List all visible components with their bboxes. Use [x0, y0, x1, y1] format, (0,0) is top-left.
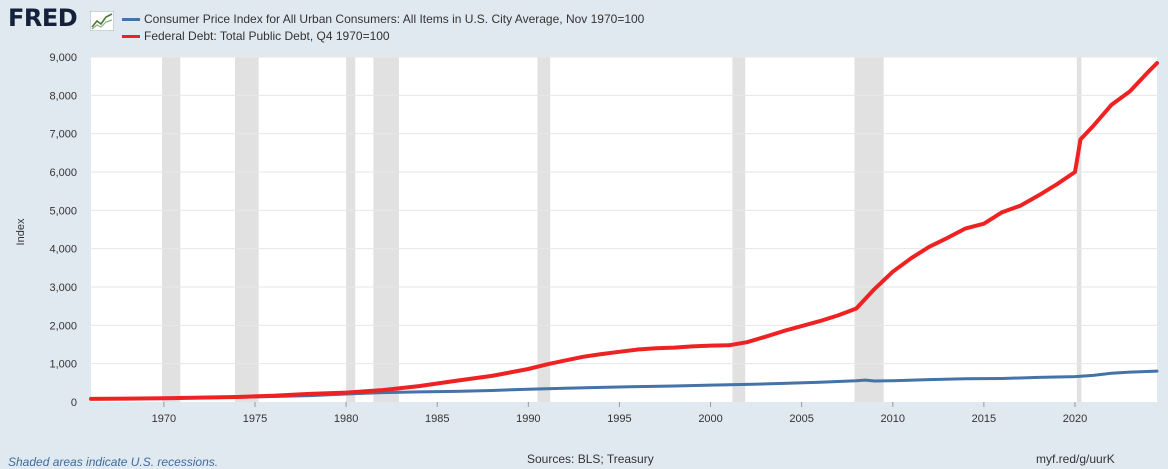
y-tick-label: 0	[71, 397, 77, 409]
fred-logo[interactable]: FRED	[8, 4, 78, 32]
y-tick-label: 5,000	[49, 205, 77, 217]
y-axis-label: Index	[15, 218, 27, 245]
y-tick-label: 8,000	[49, 90, 77, 102]
recession-band-7	[1076, 57, 1082, 402]
x-tick-label: 2015	[972, 413, 996, 425]
y-tick-label: 2,000	[49, 320, 77, 332]
x-tick-labels: 1970 1975 1980 1985 1990 1995 2000 2005 2010 2015…	[152, 402, 1087, 425]
legend-swatch-debt	[122, 35, 140, 38]
y-tick-label: 1,000	[49, 359, 77, 371]
x-tick-label: 1990	[516, 413, 540, 425]
short-link[interactable]: myf.red/g/uurK	[1036, 452, 1115, 466]
recession-band-2	[346, 57, 356, 402]
y-tick-label: 7,000	[49, 129, 77, 141]
sources-text: Sources: BLS; Treasury	[527, 452, 654, 466]
plot-area	[91, 57, 1157, 402]
recession-band-3	[373, 57, 399, 402]
legend-label-cpi: Consumer Price Index for All Urban Consu…	[144, 12, 645, 26]
chart-legend: Consumer Price Index for All Urban Consu…	[122, 11, 644, 45]
series-lines	[89, 61, 1159, 401]
legend-item-debt[interactable]: Federal Debt: Total Public Debt, Q4 1970…	[122, 28, 644, 45]
y-tick-label: 4,000	[49, 244, 77, 256]
recession-band-5	[732, 57, 746, 402]
legend-label-debt: Federal Debt: Total Public Debt, Q4 1970…	[144, 29, 390, 43]
x-tick-label: 1970	[152, 413, 176, 425]
recession-band-1	[234, 57, 259, 402]
gridlines	[91, 56, 1157, 365]
x-tick-label: 2000	[698, 413, 722, 425]
recession-shading	[162, 57, 1082, 402]
fred-graph-icon	[90, 11, 114, 31]
x-tick-label: 1985	[425, 413, 449, 425]
y-tick-label: 3,000	[49, 282, 77, 294]
x-tick-label: 2020	[1063, 413, 1087, 425]
recession-band-0	[162, 57, 181, 402]
x-tick-label: 1980	[334, 413, 358, 425]
x-tick-label: 1975	[243, 413, 267, 425]
y-tick-label: 6,000	[49, 167, 77, 179]
y-tick-label: 9,000	[49, 52, 77, 64]
x-tick-label: 2010	[881, 413, 905, 425]
debt-line[interactable]	[89, 61, 1159, 401]
recession-note: Shaded areas indicate U.S. recessions.	[8, 455, 219, 469]
recession-band-6	[854, 57, 884, 402]
y-tick-labels: 0 1,000 2,000 3,000 4,000 5,000 6,000 7,000 8,00…	[49, 52, 77, 409]
x-tick-label: 1995	[607, 413, 631, 425]
x-tick-label: 2005	[789, 413, 813, 425]
recession-band-4	[537, 57, 551, 402]
legend-swatch-cpi	[122, 18, 140, 21]
legend-item-cpi[interactable]: Consumer Price Index for All Urban Consu…	[122, 11, 644, 28]
